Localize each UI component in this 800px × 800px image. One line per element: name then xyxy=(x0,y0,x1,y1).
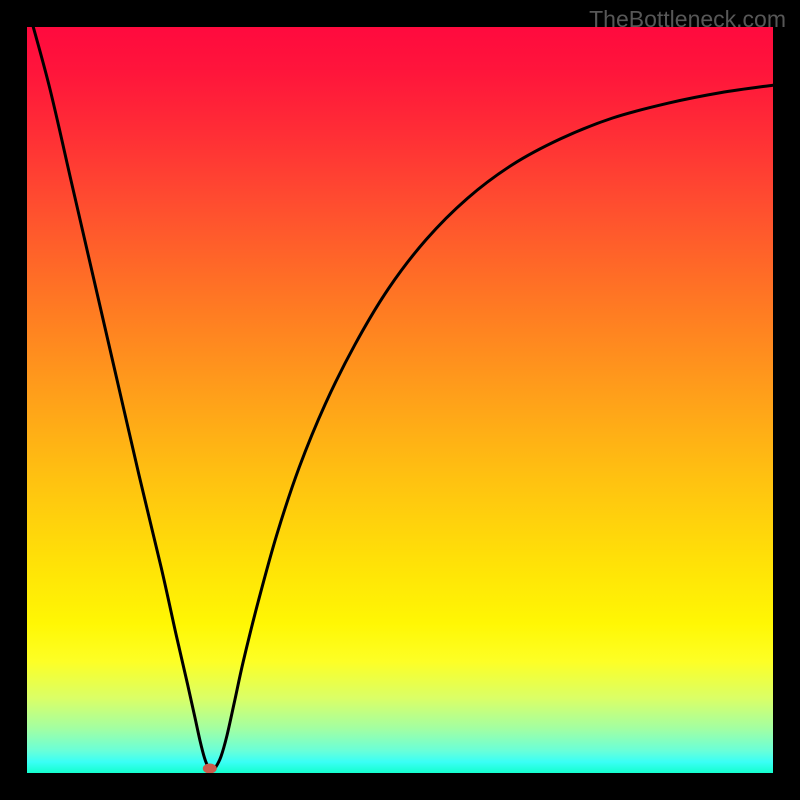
watermark-text: TheBottleneck.com xyxy=(589,6,786,33)
plot-area xyxy=(27,27,773,773)
chart-svg xyxy=(27,27,773,773)
gradient-background xyxy=(27,27,773,773)
